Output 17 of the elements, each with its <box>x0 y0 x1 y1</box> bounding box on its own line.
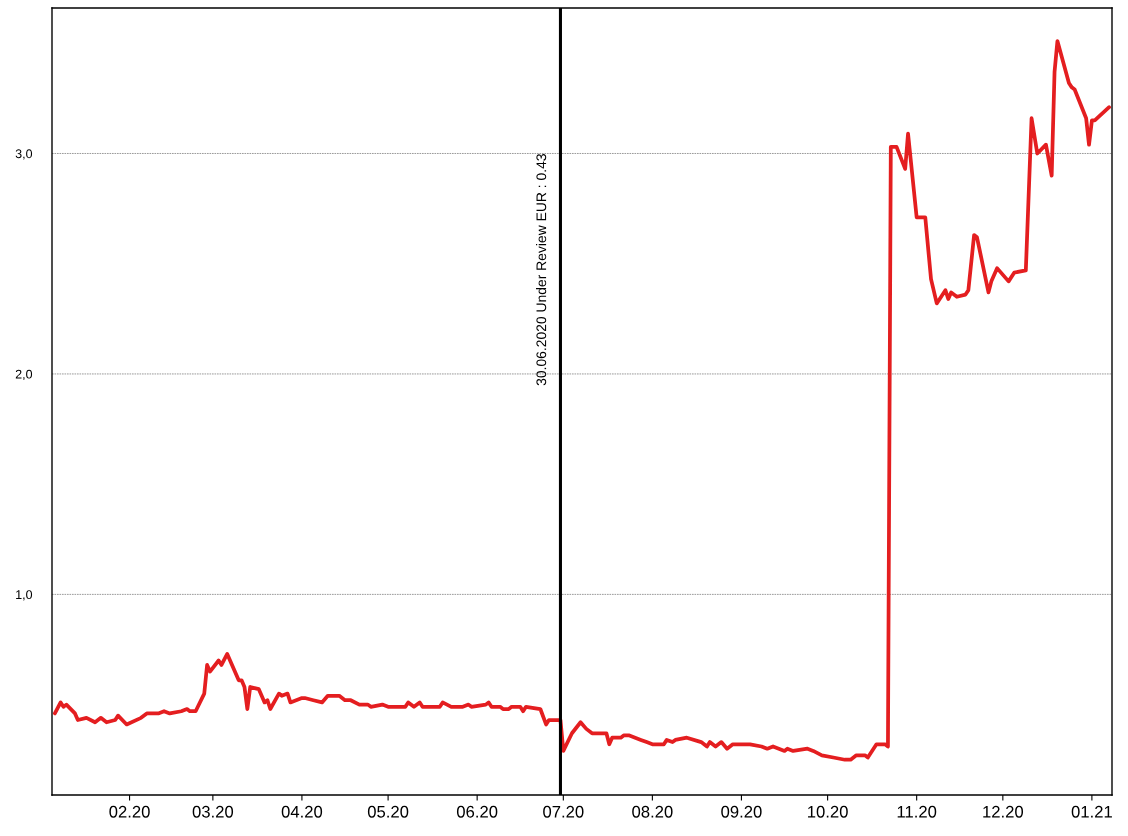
x-tick-label: 10.20 <box>808 805 848 818</box>
x-tick-label: 03.20 <box>192 805 234 818</box>
x-tick-label: 12.20 <box>983 805 1024 818</box>
x-tick-label: 11.20 <box>897 805 937 818</box>
x-tick-label: 05.20 <box>367 805 409 818</box>
x-tick-label: 09.20 <box>721 805 762 818</box>
y-tick-label: 3,0 <box>15 149 33 160</box>
x-tick-label: 07.20 <box>543 805 584 818</box>
x-tick-label: 02.20 <box>109 805 150 818</box>
line-series <box>52 39 1112 762</box>
x-tick-label: 04.20 <box>281 805 323 818</box>
ref-line-label: 30.06.2020 Under Review EUR : 0.43 <box>536 154 547 386</box>
y-tick-label: 2,0 <box>15 369 33 381</box>
x-tick-label: 01.21 <box>1071 805 1112 818</box>
x-tick-label: 08.20 <box>632 805 673 818</box>
x-tick-label: 06.20 <box>456 805 498 818</box>
y-tick-label: 1,0 <box>16 590 33 601</box>
